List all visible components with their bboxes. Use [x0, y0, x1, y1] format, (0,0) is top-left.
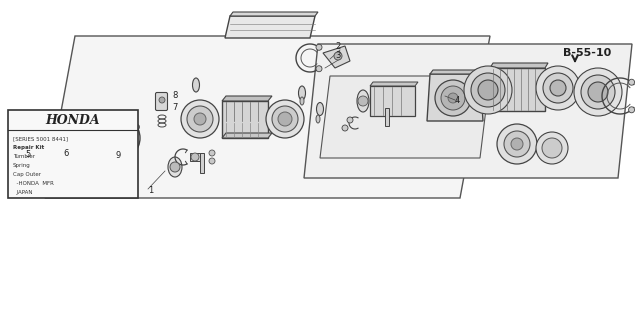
Text: JAPAN: JAPAN — [13, 190, 33, 195]
Polygon shape — [225, 16, 315, 38]
Polygon shape — [45, 36, 490, 198]
Polygon shape — [190, 153, 200, 161]
Circle shape — [588, 82, 608, 102]
Polygon shape — [490, 68, 545, 111]
Circle shape — [18, 118, 58, 158]
Text: B-55-10: B-55-10 — [563, 48, 611, 58]
Circle shape — [56, 124, 88, 156]
Circle shape — [272, 106, 298, 132]
Text: Repair Kit: Repair Kit — [13, 145, 44, 150]
Ellipse shape — [168, 157, 182, 177]
Circle shape — [115, 157, 120, 162]
Circle shape — [159, 97, 165, 103]
Circle shape — [170, 162, 180, 172]
Bar — [385, 108, 389, 126]
Circle shape — [266, 100, 304, 138]
Circle shape — [181, 100, 219, 138]
Text: Tumbler: Tumbler — [13, 154, 35, 159]
Ellipse shape — [357, 90, 369, 112]
Polygon shape — [230, 12, 318, 16]
Text: -HONDA  MFR: -HONDA MFR — [13, 181, 54, 186]
Circle shape — [581, 75, 615, 109]
Polygon shape — [370, 82, 418, 86]
Text: 6: 6 — [63, 149, 68, 158]
Text: 7: 7 — [172, 103, 177, 112]
Circle shape — [347, 117, 353, 123]
Polygon shape — [320, 76, 490, 158]
Circle shape — [316, 44, 322, 50]
Circle shape — [96, 116, 140, 160]
Circle shape — [543, 73, 573, 103]
Circle shape — [191, 153, 199, 161]
Circle shape — [441, 86, 465, 110]
Circle shape — [194, 113, 206, 125]
Ellipse shape — [300, 97, 304, 105]
Circle shape — [187, 106, 213, 132]
Circle shape — [478, 80, 498, 100]
Circle shape — [358, 96, 368, 106]
Text: 9: 9 — [115, 151, 120, 160]
Circle shape — [110, 130, 126, 146]
Text: 3: 3 — [335, 51, 340, 60]
Ellipse shape — [193, 78, 200, 92]
Circle shape — [103, 123, 133, 153]
Circle shape — [334, 52, 342, 60]
Text: Spring: Spring — [13, 163, 31, 168]
Circle shape — [209, 158, 215, 164]
Polygon shape — [304, 44, 632, 178]
Ellipse shape — [298, 86, 305, 100]
Circle shape — [209, 150, 215, 156]
Circle shape — [504, 131, 530, 157]
Polygon shape — [323, 46, 350, 68]
Circle shape — [574, 68, 622, 116]
Circle shape — [342, 125, 348, 131]
Text: 4: 4 — [455, 96, 460, 105]
Circle shape — [134, 125, 140, 130]
Bar — [8, 110, 138, 198]
Text: HONDA: HONDA — [45, 113, 100, 126]
Text: [SERIES 5001 8441]: [SERIES 5001 8441] — [13, 136, 68, 141]
Circle shape — [435, 80, 471, 116]
Circle shape — [25, 125, 51, 151]
Circle shape — [628, 79, 635, 85]
Circle shape — [497, 124, 537, 164]
Circle shape — [32, 132, 44, 144]
Circle shape — [316, 66, 322, 72]
Circle shape — [464, 66, 512, 114]
FancyBboxPatch shape — [156, 93, 168, 111]
Ellipse shape — [317, 102, 323, 116]
Polygon shape — [370, 86, 415, 116]
Circle shape — [542, 138, 562, 158]
Circle shape — [62, 130, 82, 150]
Text: 8: 8 — [172, 91, 177, 100]
Polygon shape — [427, 74, 483, 121]
Circle shape — [68, 136, 76, 144]
Circle shape — [550, 80, 566, 96]
Circle shape — [278, 112, 292, 126]
Text: Cap Outer: Cap Outer — [13, 172, 41, 177]
Text: 1: 1 — [148, 186, 153, 195]
Ellipse shape — [316, 115, 320, 123]
Circle shape — [448, 93, 458, 103]
Polygon shape — [222, 101, 268, 138]
Text: 5: 5 — [25, 150, 30, 159]
Circle shape — [536, 132, 568, 164]
Text: 2: 2 — [335, 42, 340, 51]
Circle shape — [97, 125, 102, 130]
Polygon shape — [490, 63, 548, 68]
Polygon shape — [222, 96, 272, 101]
Polygon shape — [222, 133, 272, 138]
Circle shape — [511, 138, 523, 150]
Circle shape — [536, 66, 580, 110]
Circle shape — [471, 73, 505, 107]
Polygon shape — [430, 70, 483, 74]
Circle shape — [628, 107, 635, 113]
Bar — [200, 153, 204, 173]
